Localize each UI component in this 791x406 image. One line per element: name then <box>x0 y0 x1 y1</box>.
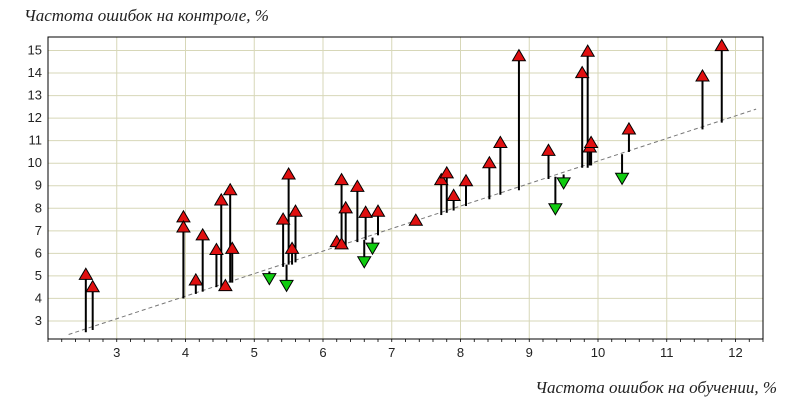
triangle-up-marker <box>482 155 497 169</box>
y-tick-label: 13 <box>28 88 42 103</box>
triangle-up-marker <box>176 219 191 233</box>
x-tick-label: 12 <box>728 345 742 360</box>
triangle-up-marker <box>493 135 508 148</box>
triangle-up-marker <box>358 205 373 218</box>
triangle-up-marker <box>85 279 101 293</box>
triangle-up-marker <box>408 213 424 226</box>
triangle-up-marker <box>224 241 240 254</box>
triangle-up-marker <box>714 38 730 52</box>
triangle-up-marker <box>574 65 590 79</box>
x-tick-label: 6 <box>319 345 326 360</box>
x-tick-label: 3 <box>113 345 120 360</box>
triangle-down-marker <box>548 203 563 216</box>
axis-ticks: 3 4 5 6 7 8 9 10 11 12 3 4 5 6 7 8 9 10 11 12 13 14 15 <box>28 43 764 360</box>
x-tick-label: 7 <box>388 345 395 360</box>
triangle-up-marker <box>350 179 365 192</box>
triangle-up-marker <box>446 188 461 201</box>
x-axis-label: Частота ошибок на обучении, % <box>535 378 777 397</box>
triangle-down-marker <box>556 177 571 190</box>
triangle-up-marker <box>583 135 599 148</box>
triangle-up-marker <box>78 267 94 280</box>
x-tick-label: 9 <box>526 345 533 360</box>
plot-frame <box>47 36 764 340</box>
triangle-down-marker <box>262 273 277 286</box>
triangle-up-marker <box>195 227 211 241</box>
x-tick-label: 4 <box>182 345 189 360</box>
triangle-down-marker <box>614 172 630 186</box>
markers <box>78 38 730 293</box>
triangle-up-marker <box>213 192 229 206</box>
y-tick-label: 12 <box>28 110 42 125</box>
triangle-up-marker <box>281 166 296 180</box>
y-tick-label: 7 <box>35 223 42 238</box>
triangle-up-marker <box>370 204 386 217</box>
triangle-up-marker <box>209 242 224 256</box>
triangle-up-marker <box>218 278 233 292</box>
triangle-up-marker <box>621 121 637 135</box>
stems <box>84 46 723 333</box>
x-tick-label: 11 <box>660 345 674 360</box>
y-tick-label: 15 <box>28 43 42 58</box>
y-tick-label: 4 <box>35 290 42 305</box>
y-tick-label: 14 <box>28 65 42 80</box>
y-tick-label: 8 <box>35 200 42 215</box>
triangle-up-marker <box>695 68 710 82</box>
y-tick-label: 10 <box>28 155 42 170</box>
triangle-up-marker <box>284 241 300 254</box>
triangle-down-marker <box>365 242 380 256</box>
triangle-up-marker <box>222 182 238 196</box>
triangle-up-marker <box>275 212 291 225</box>
y-tick-label: 11 <box>29 133 43 148</box>
grid <box>48 37 763 339</box>
y-axis-label: Частота ошибок на контроле, % <box>24 6 269 25</box>
triangle-up-marker <box>511 48 527 62</box>
y-tick-label: 5 <box>35 268 42 283</box>
triangle-up-marker <box>334 172 349 186</box>
triangle-up-marker <box>334 236 349 250</box>
triangle-up-marker <box>288 204 303 217</box>
triangle-up-marker <box>541 143 556 156</box>
triangle-up-marker <box>458 173 474 187</box>
y-tick-label: 9 <box>35 178 42 193</box>
x-tick-label: 5 <box>251 345 258 360</box>
triangle-up-marker <box>580 44 596 57</box>
triangle-up-marker <box>439 165 455 179</box>
x-tick-label: 8 <box>457 345 464 360</box>
triangle-up-marker <box>188 272 204 286</box>
triangle-up-marker <box>433 172 449 186</box>
triangle-down-marker <box>279 279 294 293</box>
y-tick-label: 6 <box>35 245 42 260</box>
triangle-down-marker <box>356 256 372 269</box>
y-tick-label: 3 <box>35 313 42 328</box>
x-tick-label: 10 <box>591 345 605 360</box>
triangle-up-marker <box>338 200 354 214</box>
